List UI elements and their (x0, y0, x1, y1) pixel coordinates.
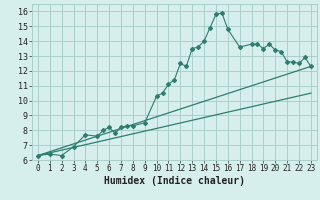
X-axis label: Humidex (Indice chaleur): Humidex (Indice chaleur) (104, 176, 245, 186)
